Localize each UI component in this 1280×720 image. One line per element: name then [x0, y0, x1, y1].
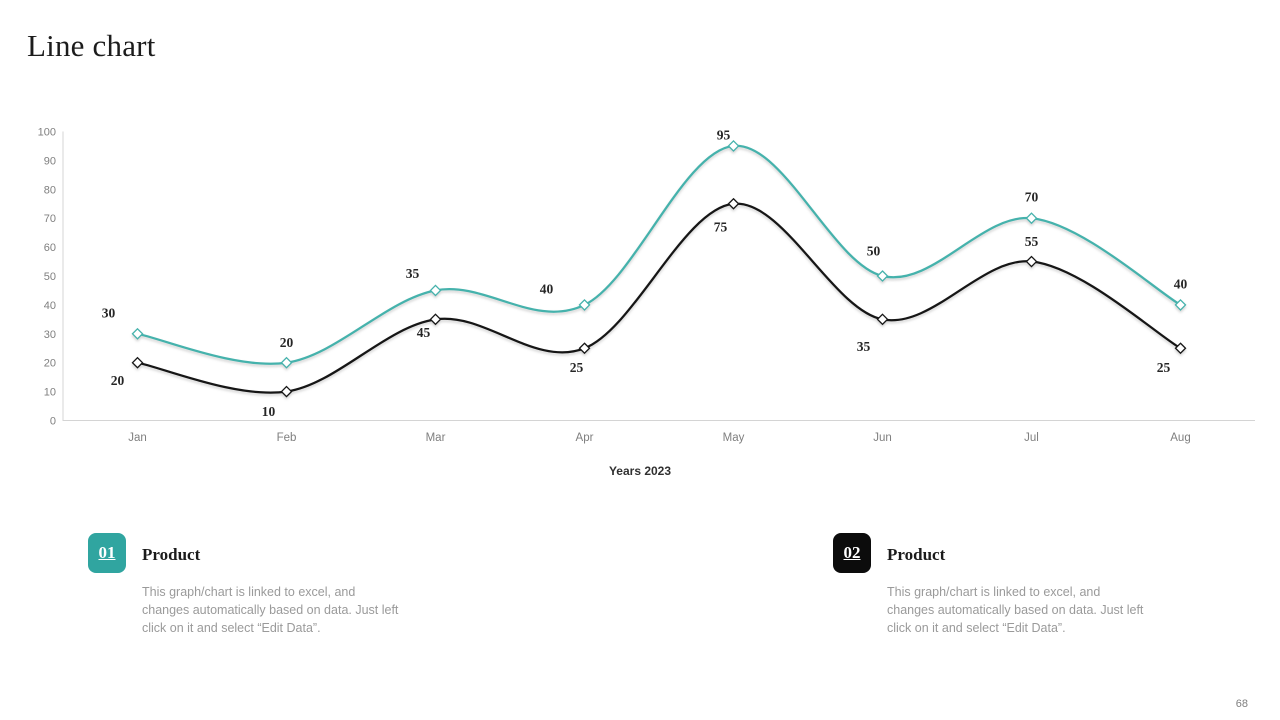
- x-tick-label: May: [723, 432, 745, 444]
- y-tick-label: 20: [44, 358, 56, 370]
- y-tick-label: 40: [44, 300, 56, 312]
- data-point-marker: [280, 356, 293, 369]
- y-tick-label: 70: [44, 213, 56, 225]
- data-point-marker: [131, 327, 144, 340]
- product-02-badge[interactable]: 02: [833, 533, 871, 573]
- data-point-label: 35: [857, 339, 871, 354]
- x-tick-label: Apr: [576, 432, 594, 444]
- x-tick-label: Aug: [1170, 432, 1190, 444]
- data-point-marker: [1174, 342, 1187, 355]
- page-number: 68: [1235, 698, 1248, 710]
- product-01-title: Product: [142, 545, 201, 564]
- desc-line: click on it and select “Edit Data”.: [887, 621, 1066, 635]
- data-point-label: 95: [717, 127, 731, 142]
- y-tick-label: 10: [44, 387, 56, 399]
- series-line: [136, 202, 1182, 394]
- data-point-label: 40: [1174, 276, 1188, 291]
- data-point-marker: [876, 270, 889, 282]
- y-tick-label: 100: [38, 127, 56, 139]
- desc-line: This graph/chart is linked to excel, and: [887, 585, 1101, 599]
- data-point-marker: [1174, 298, 1187, 311]
- data-point-label: 25: [1157, 360, 1171, 375]
- y-tick-label: 50: [44, 271, 56, 283]
- data-point-label: 50: [867, 244, 881, 259]
- page-title: Line chart: [27, 28, 156, 63]
- data-point-marker: [1025, 212, 1038, 225]
- x-tick-label: Feb: [277, 432, 297, 444]
- y-tick-label: 80: [44, 184, 56, 196]
- data-point-marker: [1025, 255, 1038, 268]
- data-point-marker: [876, 313, 889, 326]
- data-point-label: 45: [417, 325, 431, 340]
- data-point-label: 30: [102, 305, 116, 320]
- product-02-card: 02 Product This graph/chart is linked to…: [833, 533, 1213, 637]
- series-product-01: [131, 140, 1187, 369]
- product-01-card: 01 Product This graph/chart is linked to…: [88, 533, 468, 637]
- product-02-title: Product: [887, 545, 946, 564]
- desc-line: This graph/chart is linked to excel, and: [142, 585, 356, 599]
- y-tick-label: 60: [44, 242, 56, 254]
- data-point-label: 55: [1025, 234, 1039, 249]
- desc-line: changes automatically based on data. Jus…: [142, 603, 399, 617]
- data-point-label: 20: [111, 373, 125, 388]
- y-tick-label: 30: [44, 329, 56, 341]
- x-axis-title: Years 2023: [608, 464, 672, 478]
- data-point-marker: [578, 298, 591, 311]
- data-point-marker: [429, 313, 442, 326]
- data-point-marker: [429, 284, 442, 297]
- data-point-label: 25: [570, 360, 584, 375]
- chart-axes: [62, 131, 1255, 421]
- data-point-label: 10: [262, 404, 276, 419]
- data-point-label: 75: [714, 219, 728, 234]
- product-01-badge[interactable]: 01: [88, 533, 126, 573]
- data-point-label: 40: [540, 281, 554, 296]
- data-point-label: 70: [1025, 190, 1039, 205]
- x-tick-label: Jun: [873, 432, 892, 444]
- x-tick-label: Jan: [128, 432, 147, 444]
- data-point-marker: [727, 197, 740, 210]
- y-tick-label: 0: [50, 416, 56, 428]
- desc-line: click on it and select “Edit Data”.: [142, 621, 321, 635]
- data-point-label: 35: [406, 266, 420, 281]
- line-chart[interactable]: 0 10 20 30 40 50 60 70 80 90 100 Jan Feb Mar Apr May Jun…: [0, 0, 1280, 460]
- x-tick-label: Mar: [426, 432, 446, 444]
- desc-line: changes automatically based on data. Jus…: [887, 603, 1144, 617]
- series-line: [136, 144, 1182, 365]
- product-01-description: This graph/chart is linked to excel, and…: [142, 583, 398, 637]
- data-point-marker: [578, 342, 591, 355]
- data-point-marker: [131, 356, 144, 369]
- data-point-label: 20: [280, 335, 294, 350]
- data-point-marker: [727, 140, 740, 152]
- data-point-marker: [280, 385, 293, 398]
- x-tick-label: Jul: [1024, 432, 1039, 444]
- series-product-02: [131, 197, 1187, 398]
- product-02-description: This graph/chart is linked to excel, and…: [887, 583, 1143, 637]
- y-tick-label: 90: [44, 155, 56, 167]
